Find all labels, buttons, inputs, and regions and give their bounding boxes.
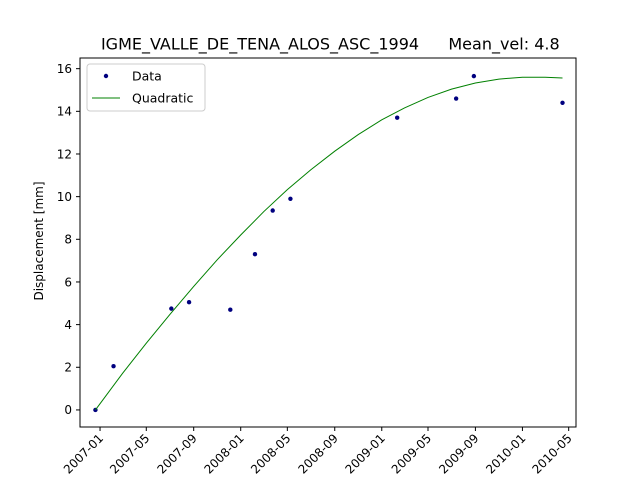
legend-label-data: Data bbox=[132, 69, 162, 84]
legend: Data Quadratic bbox=[86, 63, 206, 112]
y-tick-label: 12 bbox=[57, 147, 72, 161]
y-tick-label: 2 bbox=[64, 361, 72, 375]
legend-label-quadratic: Quadratic bbox=[132, 91, 194, 106]
y-tick-label: 10 bbox=[57, 190, 72, 204]
data-point bbox=[453, 96, 459, 101]
chart-title: IGME_VALLE_DE_TENA_ALOS_ASC_1994 bbox=[101, 35, 419, 55]
legend-box bbox=[86, 63, 206, 112]
y-tick-label: 16 bbox=[57, 62, 72, 76]
data-point bbox=[252, 252, 258, 257]
data-point bbox=[288, 196, 293, 201]
data-point bbox=[560, 100, 565, 105]
data-point bbox=[228, 307, 233, 312]
data-point bbox=[471, 73, 477, 79]
y-tick-label: 4 bbox=[64, 318, 72, 332]
data-point bbox=[111, 364, 116, 369]
plot-area bbox=[93, 73, 565, 413]
chart-subtitle: Mean_vel: 4.8 bbox=[448, 35, 559, 55]
data-point bbox=[186, 300, 192, 305]
data-point bbox=[169, 306, 174, 311]
y-tick-label: 6 bbox=[64, 275, 72, 289]
data-point bbox=[270, 208, 275, 213]
y-tick-label: 8 bbox=[64, 233, 72, 247]
y-axis-label: Displacement [mm] bbox=[32, 181, 46, 300]
data-point bbox=[394, 115, 400, 120]
plot-frame bbox=[79, 57, 577, 428]
legend-data-marker bbox=[103, 73, 109, 79]
y-tick-label: 0 bbox=[64, 403, 72, 417]
quadratic-fit-line bbox=[95, 76, 563, 411]
y-tick-label: 14 bbox=[57, 105, 72, 119]
